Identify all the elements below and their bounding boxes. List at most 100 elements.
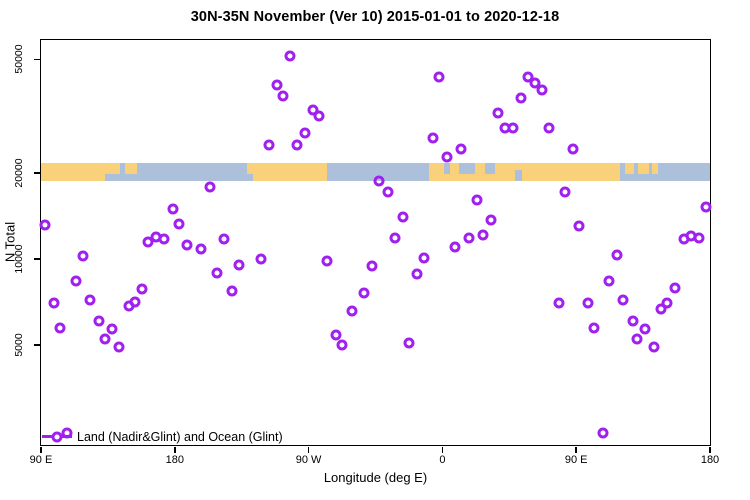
- data-point: [346, 305, 358, 317]
- data-point: [271, 79, 283, 91]
- land-segment: [104, 163, 120, 175]
- data-point: [597, 427, 609, 439]
- y-tick: [33, 344, 40, 346]
- data-point: [515, 92, 527, 104]
- land-segment: [638, 163, 650, 175]
- data-point: [507, 122, 519, 134]
- plot-area: Land (Nadir&Glint) and Ocean (Glint) 90 …: [13, 39, 719, 466]
- data-point: [255, 253, 267, 265]
- data-point: [70, 275, 82, 286]
- data-point: [627, 315, 639, 327]
- data-point: [639, 323, 651, 335]
- data-point: [403, 337, 415, 349]
- data-point: [389, 232, 401, 244]
- data-point: [211, 267, 223, 279]
- data-point: [573, 220, 585, 232]
- data-point: [522, 71, 534, 83]
- x-tick: [441, 446, 444, 453]
- data-point: [263, 139, 275, 151]
- data-point: [54, 322, 66, 334]
- x-tick-label: 90 E: [564, 454, 588, 466]
- y-tick-label: 50000: [13, 44, 25, 74]
- data-point: [204, 181, 216, 193]
- data-point: [158, 233, 170, 245]
- ocean-notch: [485, 163, 496, 175]
- land-segment: [125, 163, 138, 175]
- data-point: [313, 110, 325, 122]
- x-tick-label: 180: [165, 454, 184, 466]
- data-point: [471, 194, 483, 206]
- data-point: [463, 232, 475, 244]
- data-point: [559, 186, 571, 198]
- data-point: [655, 303, 667, 315]
- data-point: [195, 243, 207, 255]
- data-point: [631, 333, 643, 345]
- x-tick-label: 90 W: [295, 454, 322, 466]
- data-point: [93, 315, 105, 327]
- data-point: [603, 275, 615, 286]
- data-point: [77, 250, 89, 262]
- data-point: [181, 239, 193, 251]
- data-point: [382, 186, 394, 198]
- data-point: [543, 122, 555, 134]
- data-point: [611, 249, 623, 261]
- x-tick: [307, 446, 310, 453]
- land-segment: [253, 163, 327, 181]
- data-point: [136, 283, 148, 295]
- data-point: [167, 203, 179, 215]
- y-tick: [33, 58, 40, 60]
- land-segment: [429, 163, 621, 181]
- legend-open-circle-icon: [51, 431, 63, 442]
- data-point: [536, 84, 548, 96]
- data-point: [582, 297, 594, 309]
- y-tick: [33, 258, 40, 260]
- data-point: [233, 259, 245, 271]
- data-point: [553, 297, 565, 309]
- data-point: [277, 90, 289, 102]
- x-axis-title: Longitude (deg E): [323, 470, 428, 485]
- data-point: [449, 241, 461, 253]
- x-tick-label: 0: [439, 454, 446, 466]
- map-band: [41, 163, 710, 181]
- ocean-notch: [443, 163, 451, 175]
- data-point: [307, 104, 319, 116]
- x-tick-label: 180: [700, 454, 720, 466]
- land-segment: [41, 163, 105, 181]
- data-point: [218, 233, 230, 245]
- data-point: [617, 294, 629, 306]
- y-tick-label: 10000: [13, 244, 25, 274]
- data-point: [477, 229, 489, 241]
- data-point: [299, 127, 311, 138]
- data-point: [291, 139, 303, 151]
- data-point: [99, 333, 111, 345]
- data-point: [84, 294, 96, 306]
- data-point: [433, 71, 445, 83]
- data-point: [492, 107, 504, 119]
- data-point: [441, 151, 453, 163]
- data-point: [48, 297, 60, 309]
- legend-label: Land (Nadir&Glint) and Ocean (Glint): [77, 429, 283, 444]
- land-segment: [247, 163, 254, 175]
- data-point: [373, 175, 385, 187]
- data-point: [39, 219, 51, 231]
- x-tick-label: 90 E: [29, 454, 53, 466]
- ocean-notch: [459, 163, 476, 175]
- land-segment: [652, 163, 658, 175]
- y-tick: [33, 172, 40, 174]
- y-tick-label: 5000: [13, 333, 25, 357]
- data-point: [418, 252, 430, 264]
- data-point: [648, 341, 660, 353]
- data-point: [588, 322, 600, 334]
- ocean-notch: [514, 169, 522, 181]
- data-point: [700, 201, 712, 213]
- land-segment: [625, 163, 634, 175]
- data-point: [321, 255, 333, 267]
- y-tick-label: 20000: [13, 158, 25, 188]
- data-point: [397, 211, 409, 223]
- data-point: [106, 323, 118, 335]
- data-point: [61, 427, 73, 439]
- data-point: [173, 218, 185, 229]
- data-point: [661, 297, 673, 309]
- data-point: [485, 214, 497, 226]
